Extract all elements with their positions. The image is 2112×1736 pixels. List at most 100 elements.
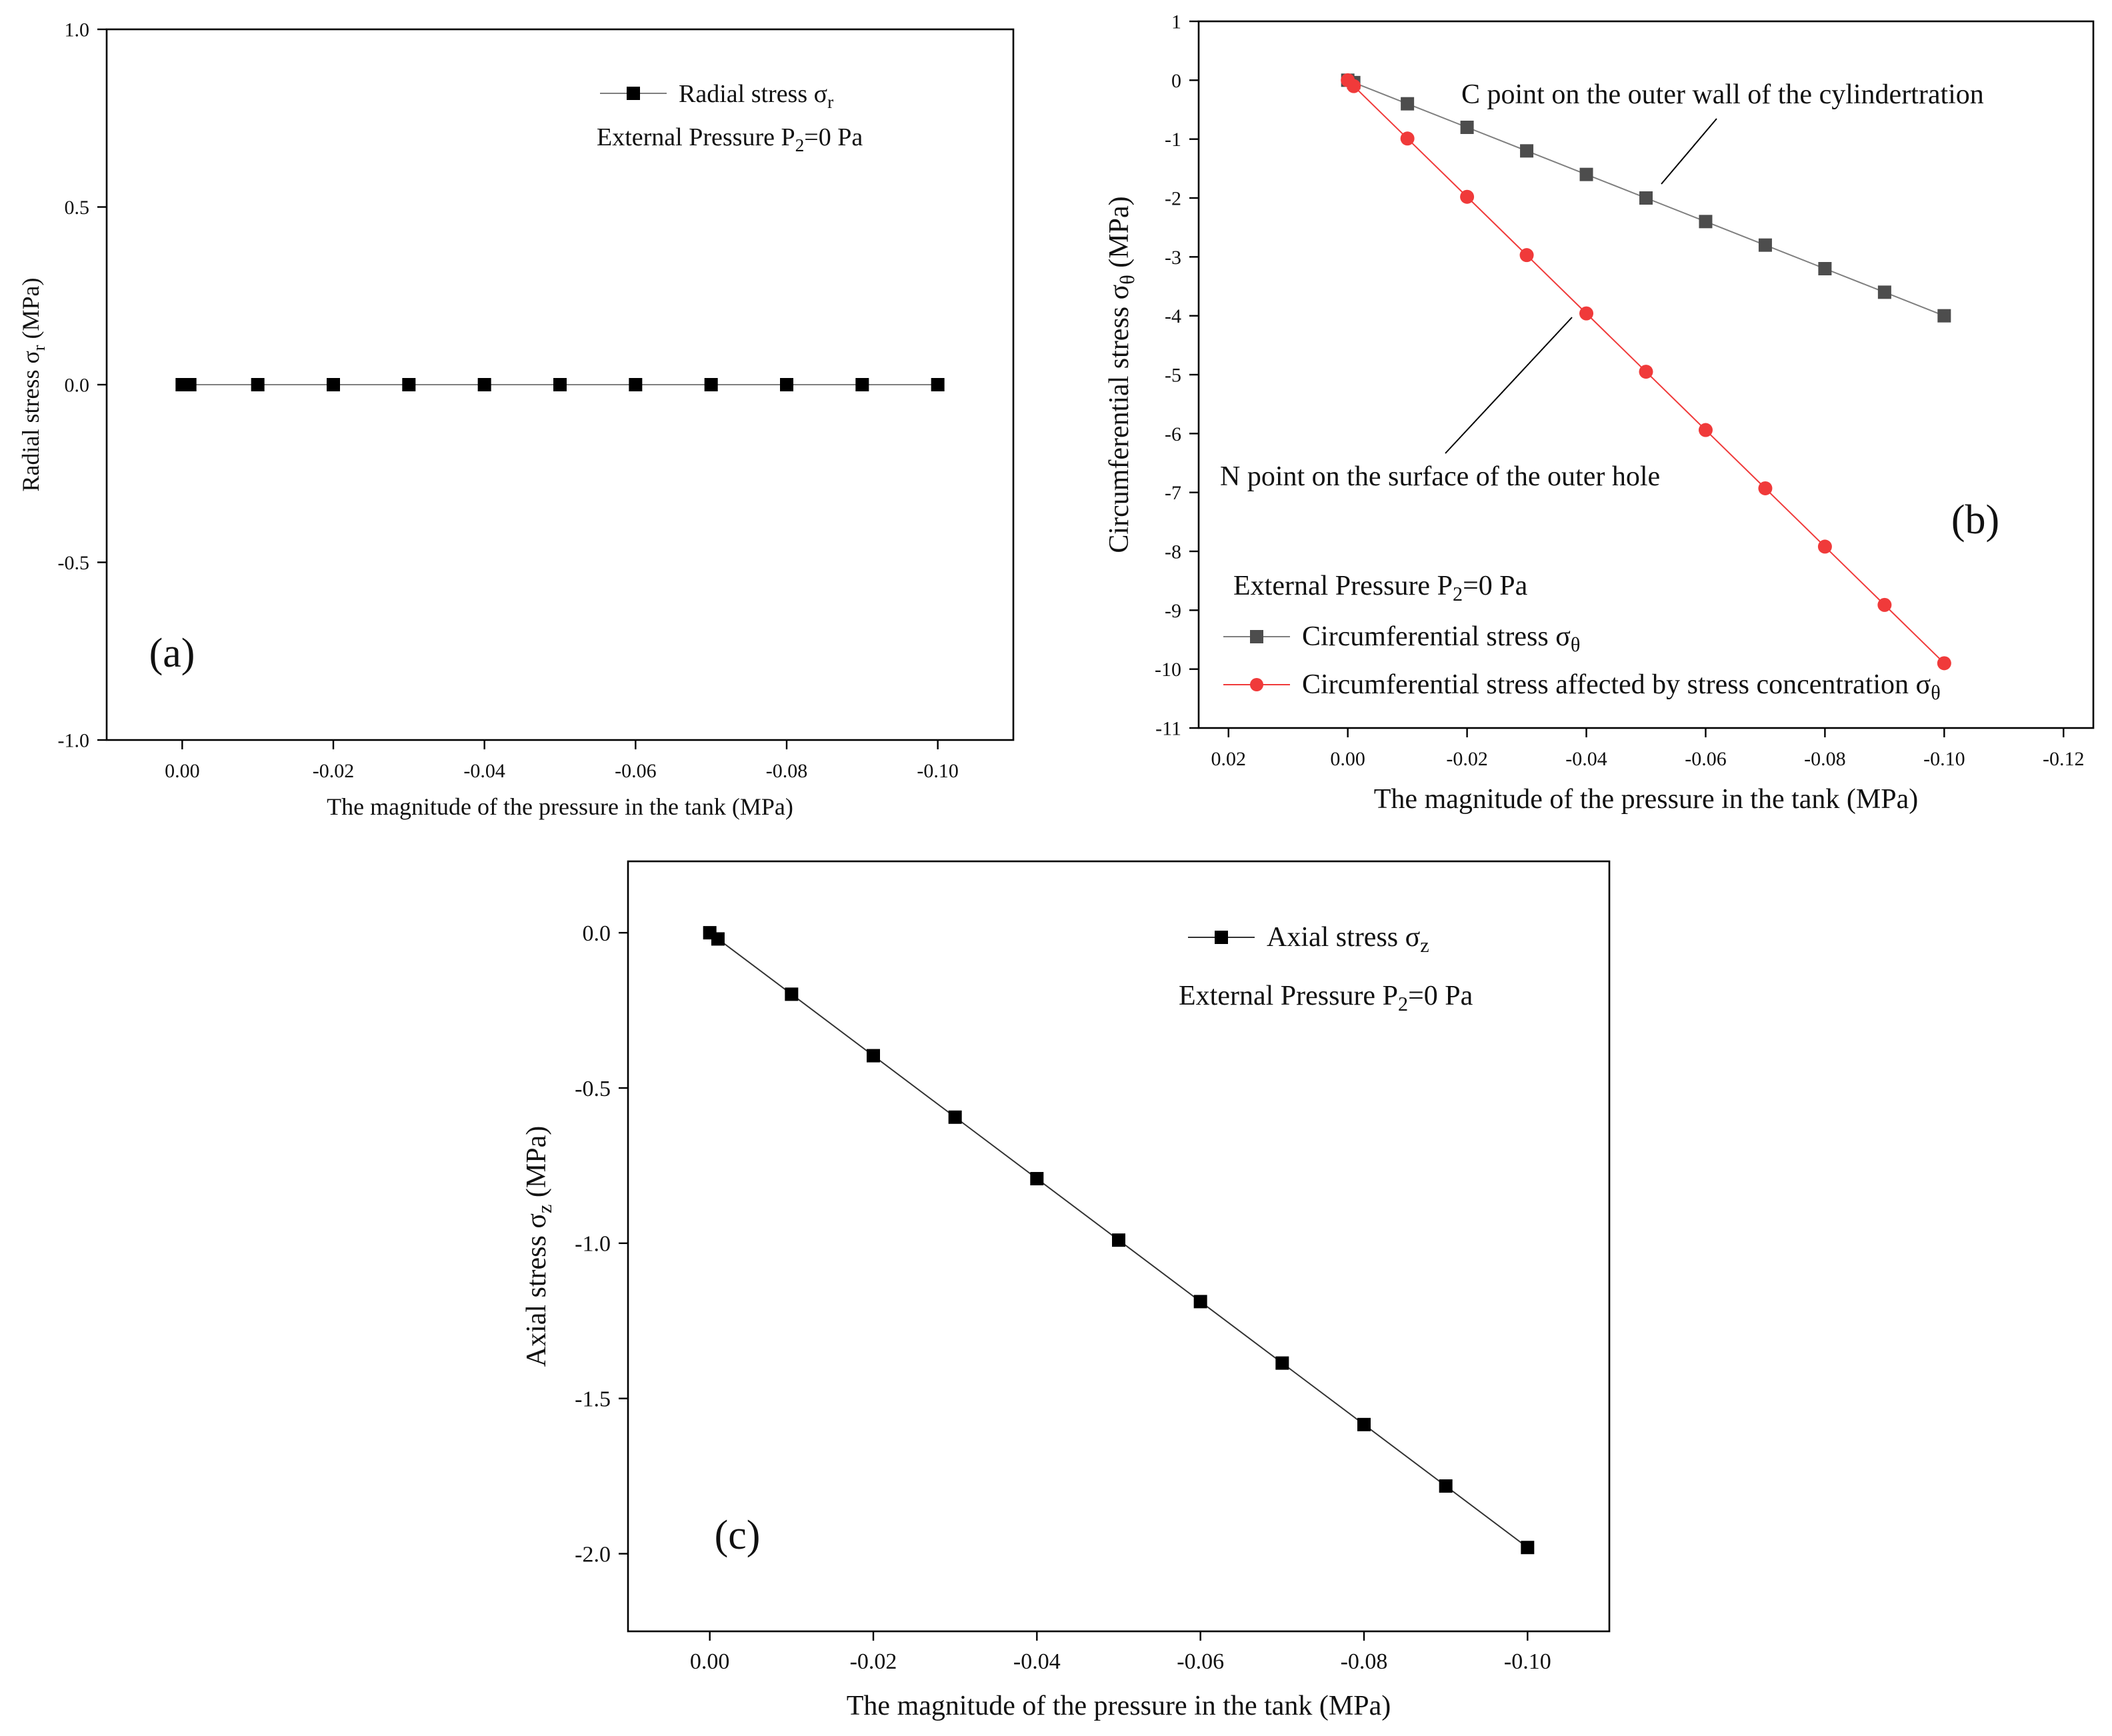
callout-c-point-leader bbox=[1661, 118, 1717, 185]
data-point bbox=[402, 378, 416, 391]
data-point bbox=[327, 378, 340, 391]
callout-c-point: C point on the outer wall of the cylinde… bbox=[1461, 79, 1984, 185]
legend-label: Circumferential stress σθ bbox=[1302, 621, 1580, 656]
y-axis-label: Radial stress σr (MPa) bbox=[17, 277, 49, 491]
panel-label: (c) bbox=[715, 1513, 761, 1558]
x-tick-label: -0.06 bbox=[1685, 748, 1727, 770]
data-point bbox=[1639, 365, 1653, 379]
legend-marker bbox=[627, 87, 640, 100]
y-tick-label: -10 bbox=[1155, 659, 1181, 681]
legend-label: Radial stress σr bbox=[679, 80, 833, 112]
callout-c-point-label: C point on the outer wall of the cylinde… bbox=[1461, 79, 1984, 110]
data-point bbox=[931, 378, 945, 391]
legend-label: Circumferential stress affected by stres… bbox=[1302, 669, 1941, 704]
data-point bbox=[183, 378, 197, 391]
panel-label: (a) bbox=[149, 631, 195, 676]
y-tick-label: -8 bbox=[1165, 541, 1181, 563]
x-tick-label: -0.04 bbox=[1013, 1649, 1061, 1674]
data-point bbox=[1275, 1356, 1289, 1370]
data-point bbox=[780, 378, 793, 391]
x-tick-label: -0.04 bbox=[463, 760, 505, 782]
data-point bbox=[477, 378, 491, 391]
x-tick-label: -0.02 bbox=[850, 1649, 897, 1674]
x-tick-label: -0.06 bbox=[1177, 1649, 1224, 1674]
series-1 bbox=[1341, 73, 1951, 671]
x-axis-label: The magnitude of the pressure in the tan… bbox=[847, 1691, 1391, 1721]
data-point bbox=[1460, 189, 1475, 204]
y-tick-label: -1.5 bbox=[575, 1387, 611, 1412]
x-tick-label: -0.08 bbox=[1341, 1649, 1388, 1674]
y-axis-label-group: Radial stress σr (MPa) bbox=[17, 277, 49, 491]
data-point bbox=[251, 378, 265, 391]
y-tick-label: 1.0 bbox=[65, 19, 90, 41]
data-point bbox=[1357, 1417, 1371, 1431]
y-axis-label-group: Axial stress σz (MPa) bbox=[521, 1126, 556, 1367]
x-tick-label: -0.08 bbox=[766, 760, 808, 782]
y-tick-label: -4 bbox=[1165, 305, 1181, 327]
y-tick-label: -0.5 bbox=[58, 552, 90, 574]
external-pressure-annotation: External Pressure P2=0 Pa bbox=[1179, 981, 1473, 1015]
data-point bbox=[1758, 238, 1772, 252]
data-point bbox=[1347, 79, 1361, 93]
callout-n-point: N point on the surface of the outer hole bbox=[1220, 317, 1660, 492]
y-tick-label: -2 bbox=[1165, 188, 1181, 210]
y-tick-label: -5 bbox=[1165, 365, 1181, 387]
data-point bbox=[1639, 191, 1653, 205]
x-tick-label: 0.00 bbox=[690, 1649, 730, 1674]
y-tick-label: 0.5 bbox=[65, 197, 90, 219]
y-tick-label: -0.5 bbox=[575, 1077, 611, 1101]
x-axis-label: The magnitude of the pressure in the tan… bbox=[327, 793, 793, 820]
data-point bbox=[1521, 1541, 1535, 1555]
y-tick-label: -2.0 bbox=[575, 1542, 611, 1567]
y-tick-label: 0.0 bbox=[65, 375, 90, 397]
x-tick-label: -0.02 bbox=[1446, 748, 1488, 770]
external-pressure-annotation: External Pressure P2=0 Pa bbox=[1233, 571, 1528, 605]
data-point bbox=[1520, 144, 1534, 158]
data-point bbox=[1937, 309, 1951, 323]
y-tick-label: -7 bbox=[1165, 482, 1181, 504]
data-point bbox=[1193, 1295, 1207, 1309]
external-pressure-annotation: External Pressure P2=0 Pa bbox=[597, 123, 863, 155]
data-point bbox=[629, 378, 643, 391]
data-point bbox=[1758, 481, 1773, 495]
y-tick-label: -6 bbox=[1165, 423, 1181, 445]
chart-panel-c: 0.00 -0.02 -0.04 -0.06 -0.08 -0.10 0.0 -0.5 -1.0… bbox=[521, 860, 1611, 1721]
data-point bbox=[1698, 423, 1713, 437]
y-tick-label: 0.0 bbox=[583, 921, 611, 946]
y-tick-label: 0 bbox=[1171, 70, 1181, 92]
legend-marker bbox=[1215, 931, 1228, 944]
data-point bbox=[1937, 656, 1951, 671]
data-point bbox=[1699, 215, 1713, 229]
y-tick-label: -11 bbox=[1155, 718, 1181, 740]
x-tick-label: 0.00 bbox=[165, 760, 200, 782]
x-tick-label: -0.02 bbox=[313, 760, 355, 782]
x-tick-label: -0.10 bbox=[1504, 1649, 1551, 1674]
series-0 bbox=[175, 378, 945, 391]
data-point bbox=[1579, 167, 1593, 181]
x-tick-label: -0.10 bbox=[1923, 748, 1965, 770]
data-point bbox=[1877, 597, 1892, 612]
data-point bbox=[711, 932, 725, 946]
panel-label: (b) bbox=[1951, 497, 1999, 543]
data-point bbox=[704, 378, 718, 391]
x-tick-label: -0.04 bbox=[1565, 748, 1607, 770]
data-point bbox=[1519, 248, 1534, 263]
y-axis-label: Axial stress σz (MPa) bbox=[521, 1126, 556, 1367]
chart-panel-b: 0.02 0.00 -0.02 -0.04 -0.06 -0.08 -0.10 -0.12 1 0… bbox=[1104, 11, 2095, 815]
legend-entry-0: Radial stress σr bbox=[600, 80, 833, 112]
data-point bbox=[1579, 306, 1594, 321]
data-point bbox=[1112, 1233, 1125, 1247]
series-line bbox=[1347, 79, 1945, 317]
x-tick-label: -0.08 bbox=[1804, 748, 1846, 770]
series-line bbox=[709, 932, 1528, 1549]
y-axis-label-group: Circumferential stress σθ (MPa) bbox=[1104, 196, 1139, 553]
data-point bbox=[1460, 121, 1474, 134]
series-0 bbox=[1341, 73, 1951, 323]
data-point bbox=[553, 378, 567, 391]
data-point bbox=[1818, 262, 1832, 275]
y-tick-label: 1 bbox=[1171, 11, 1181, 33]
x-tick-label: -0.06 bbox=[615, 760, 657, 782]
legend-marker bbox=[1250, 678, 1263, 691]
legend-label: Axial stress σz bbox=[1267, 922, 1429, 957]
